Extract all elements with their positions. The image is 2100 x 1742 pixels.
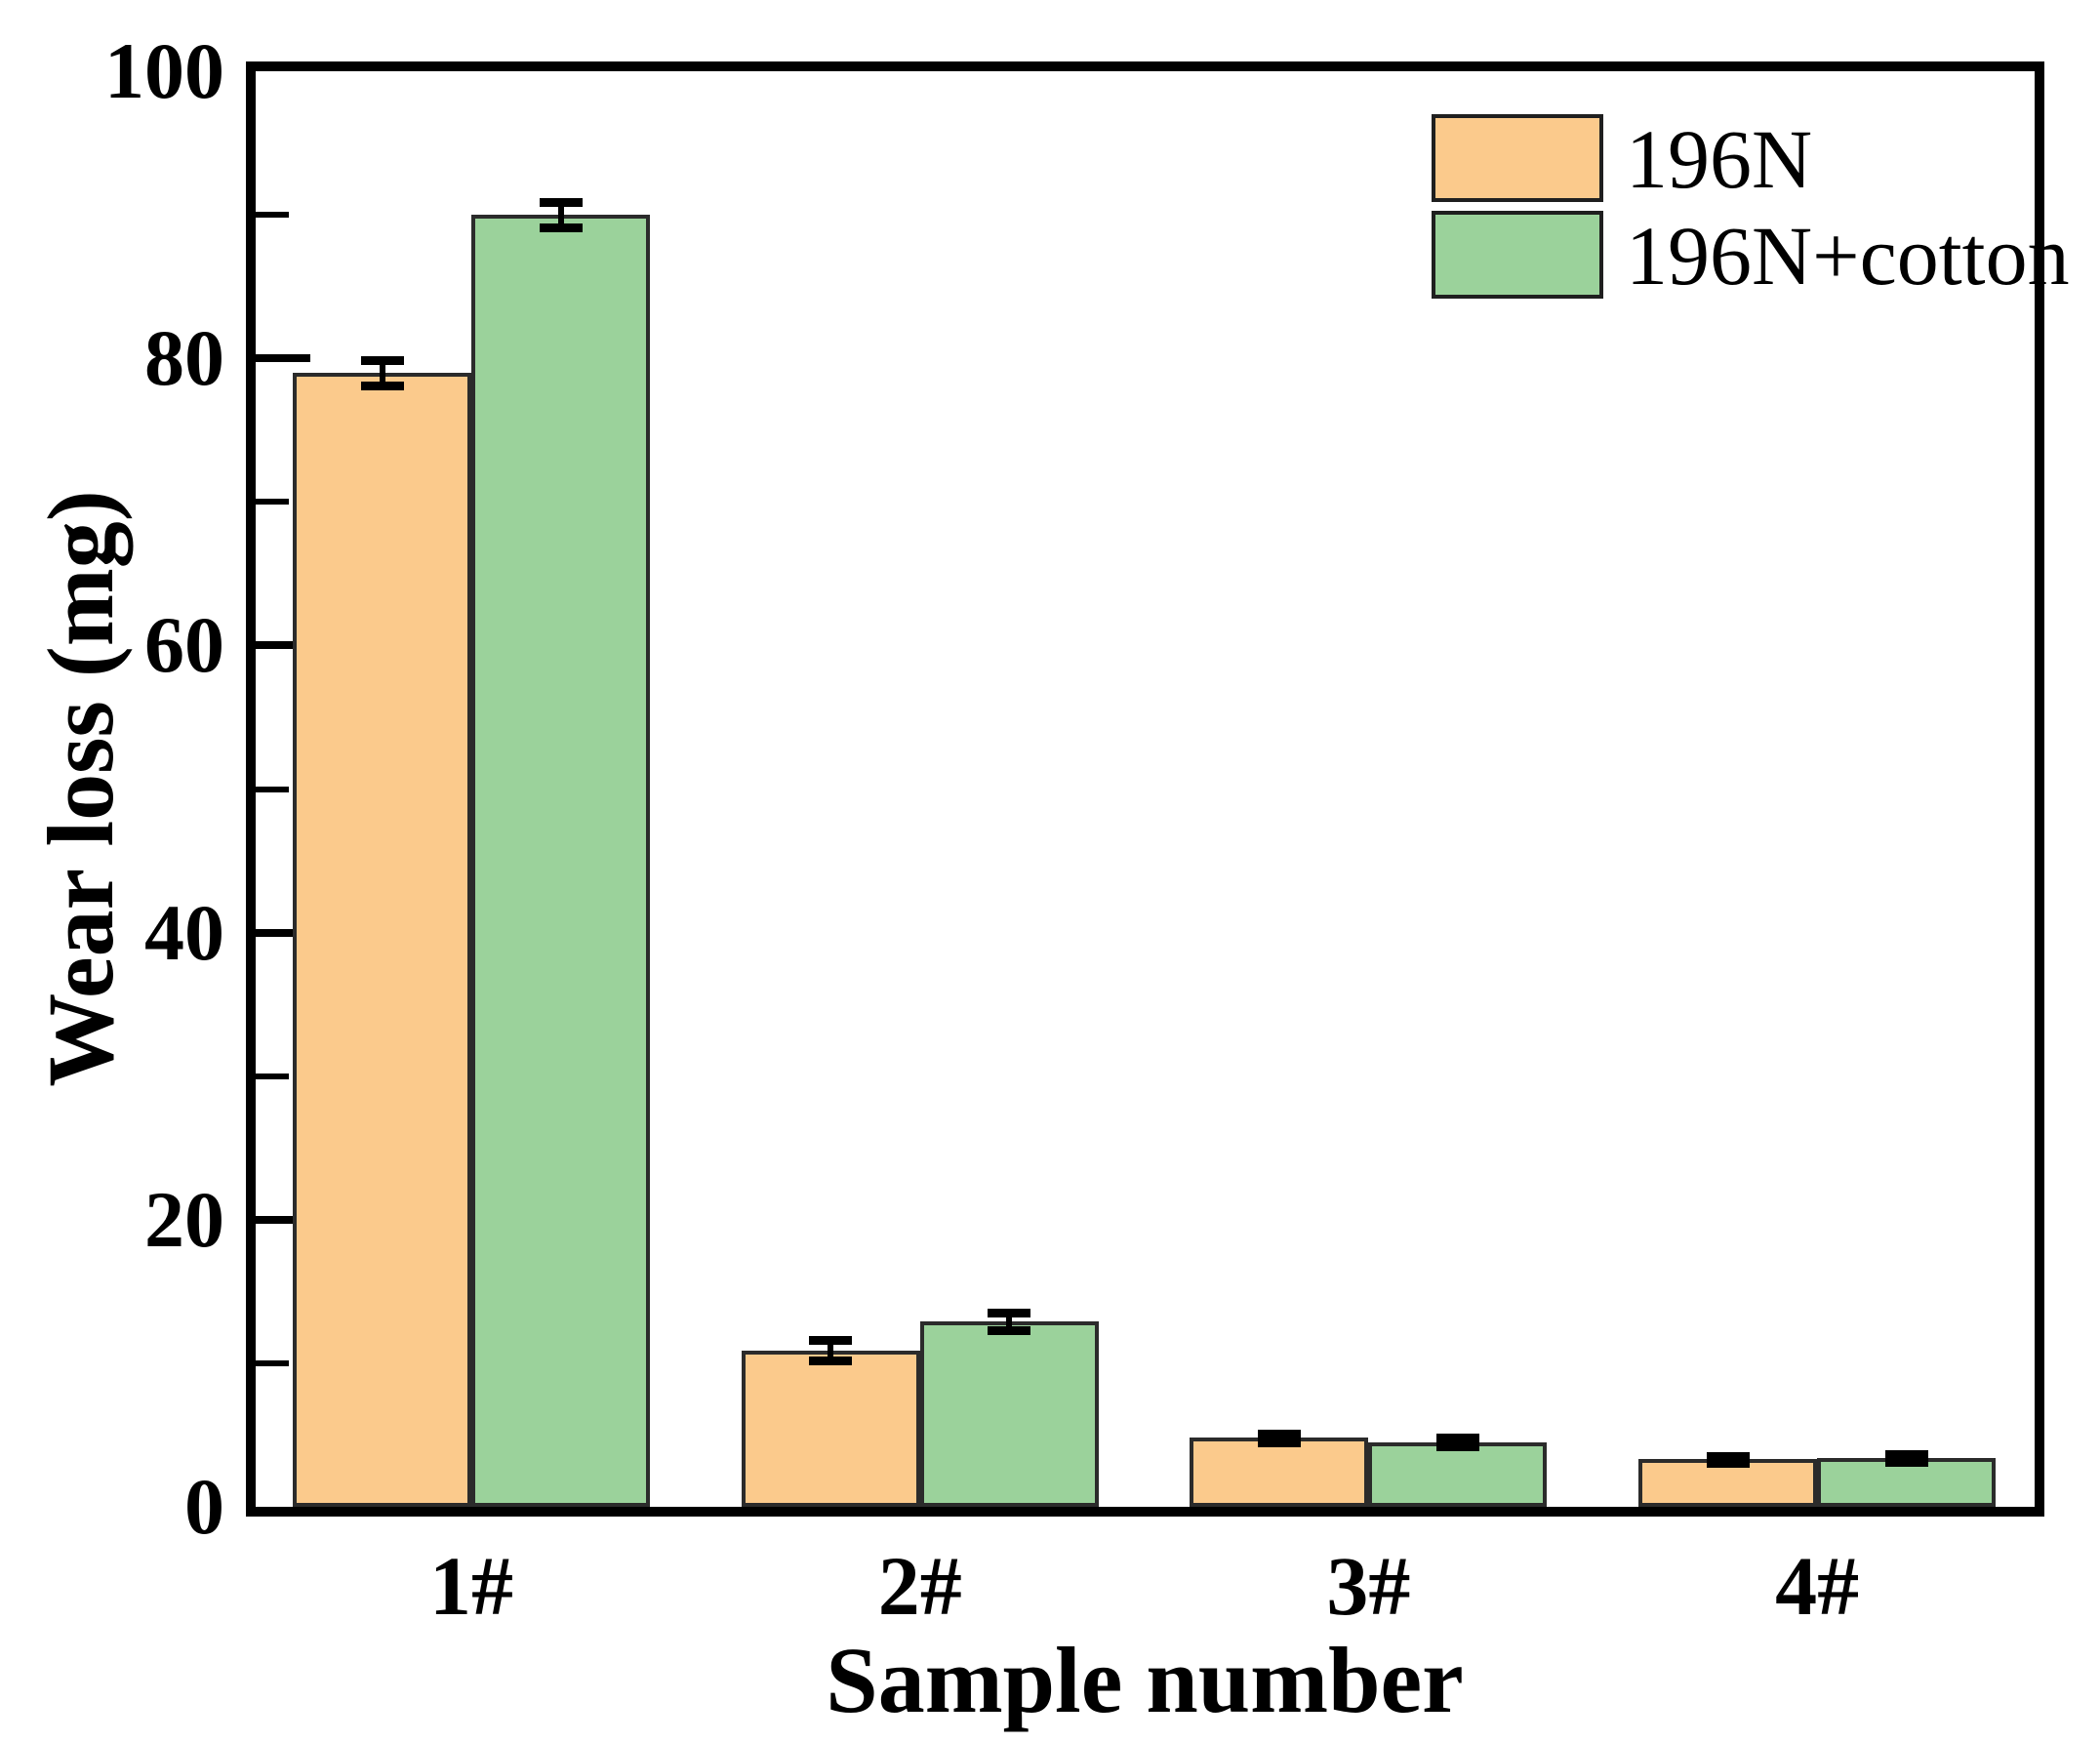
legend-label-196n: 196N	[1626, 112, 1813, 206]
error-bar-cap-top	[1706, 1451, 1750, 1461]
error-bar-cap-bottom	[1884, 1457, 1928, 1467]
error-bar-cap-bottom	[988, 1326, 1031, 1336]
x-tick-label: 1#	[429, 1539, 513, 1633]
error-bar-cap-top	[1257, 1429, 1301, 1438]
y-minor-tick	[256, 499, 289, 506]
error-bar-cap-bottom	[360, 382, 404, 391]
y-tick-label: 80	[144, 313, 224, 403]
x-tick-label: 3#	[1326, 1539, 1411, 1633]
y-minor-tick	[256, 1073, 289, 1079]
error-bar-cap-top	[539, 197, 583, 207]
y-minor-tick	[256, 212, 289, 219]
bar-196N+cotton-2#	[919, 1321, 1099, 1507]
bar-196N+cotton-3#	[1368, 1441, 1548, 1507]
error-bar-cap-top	[1435, 1434, 1479, 1443]
y-tick-label: 0	[184, 1462, 224, 1551]
error-bar-line	[1006, 1313, 1013, 1331]
y-tick-label: 20	[144, 1174, 224, 1264]
error-bar-line	[379, 359, 385, 386]
y-minor-tick	[256, 1359, 289, 1366]
error-bar-line	[557, 201, 564, 228]
bar-196N-2#	[741, 1350, 920, 1507]
error-bar-cap-bottom	[1706, 1459, 1750, 1469]
legend-swatch-196n-cotton	[1432, 211, 1603, 299]
error-bar-cap-bottom	[1257, 1438, 1301, 1447]
x-tick-label: 2#	[877, 1539, 962, 1633]
error-bar-cap-bottom	[1435, 1442, 1479, 1452]
error-bar-cap-bottom	[539, 223, 583, 233]
error-bar-cap-top	[988, 1309, 1031, 1318]
y-tick-label: 60	[144, 600, 224, 690]
error-bar-cap-top	[360, 355, 404, 365]
error-bar-line	[828, 1340, 834, 1360]
y-tick-label: 40	[144, 887, 224, 977]
x-axis-title: Sample number	[826, 1628, 1464, 1732]
x-tick-label: 4#	[1775, 1539, 1860, 1633]
y-major-tick	[256, 1215, 310, 1224]
legend-label-196n-cotton: 196N+cotton	[1626, 209, 2070, 303]
bar-196N-3#	[1190, 1438, 1369, 1507]
bar-196N+cotton-1#	[471, 215, 650, 1507]
error-bar-cap-top	[1884, 1450, 1928, 1460]
y-major-tick	[256, 928, 310, 937]
error-bar-cap-bottom	[809, 1356, 853, 1365]
y-major-tick	[256, 354, 310, 363]
y-minor-tick	[256, 786, 289, 792]
error-bar-cap-top	[809, 1336, 853, 1346]
legend-swatch-196n	[1432, 114, 1603, 202]
bar-196N-1#	[293, 372, 471, 1507]
y-major-tick	[256, 641, 310, 650]
plot-area	[246, 61, 2044, 1517]
y-tick-label: 100	[104, 26, 224, 115]
y-axis-title: Wear loss (mg)	[28, 490, 133, 1087]
